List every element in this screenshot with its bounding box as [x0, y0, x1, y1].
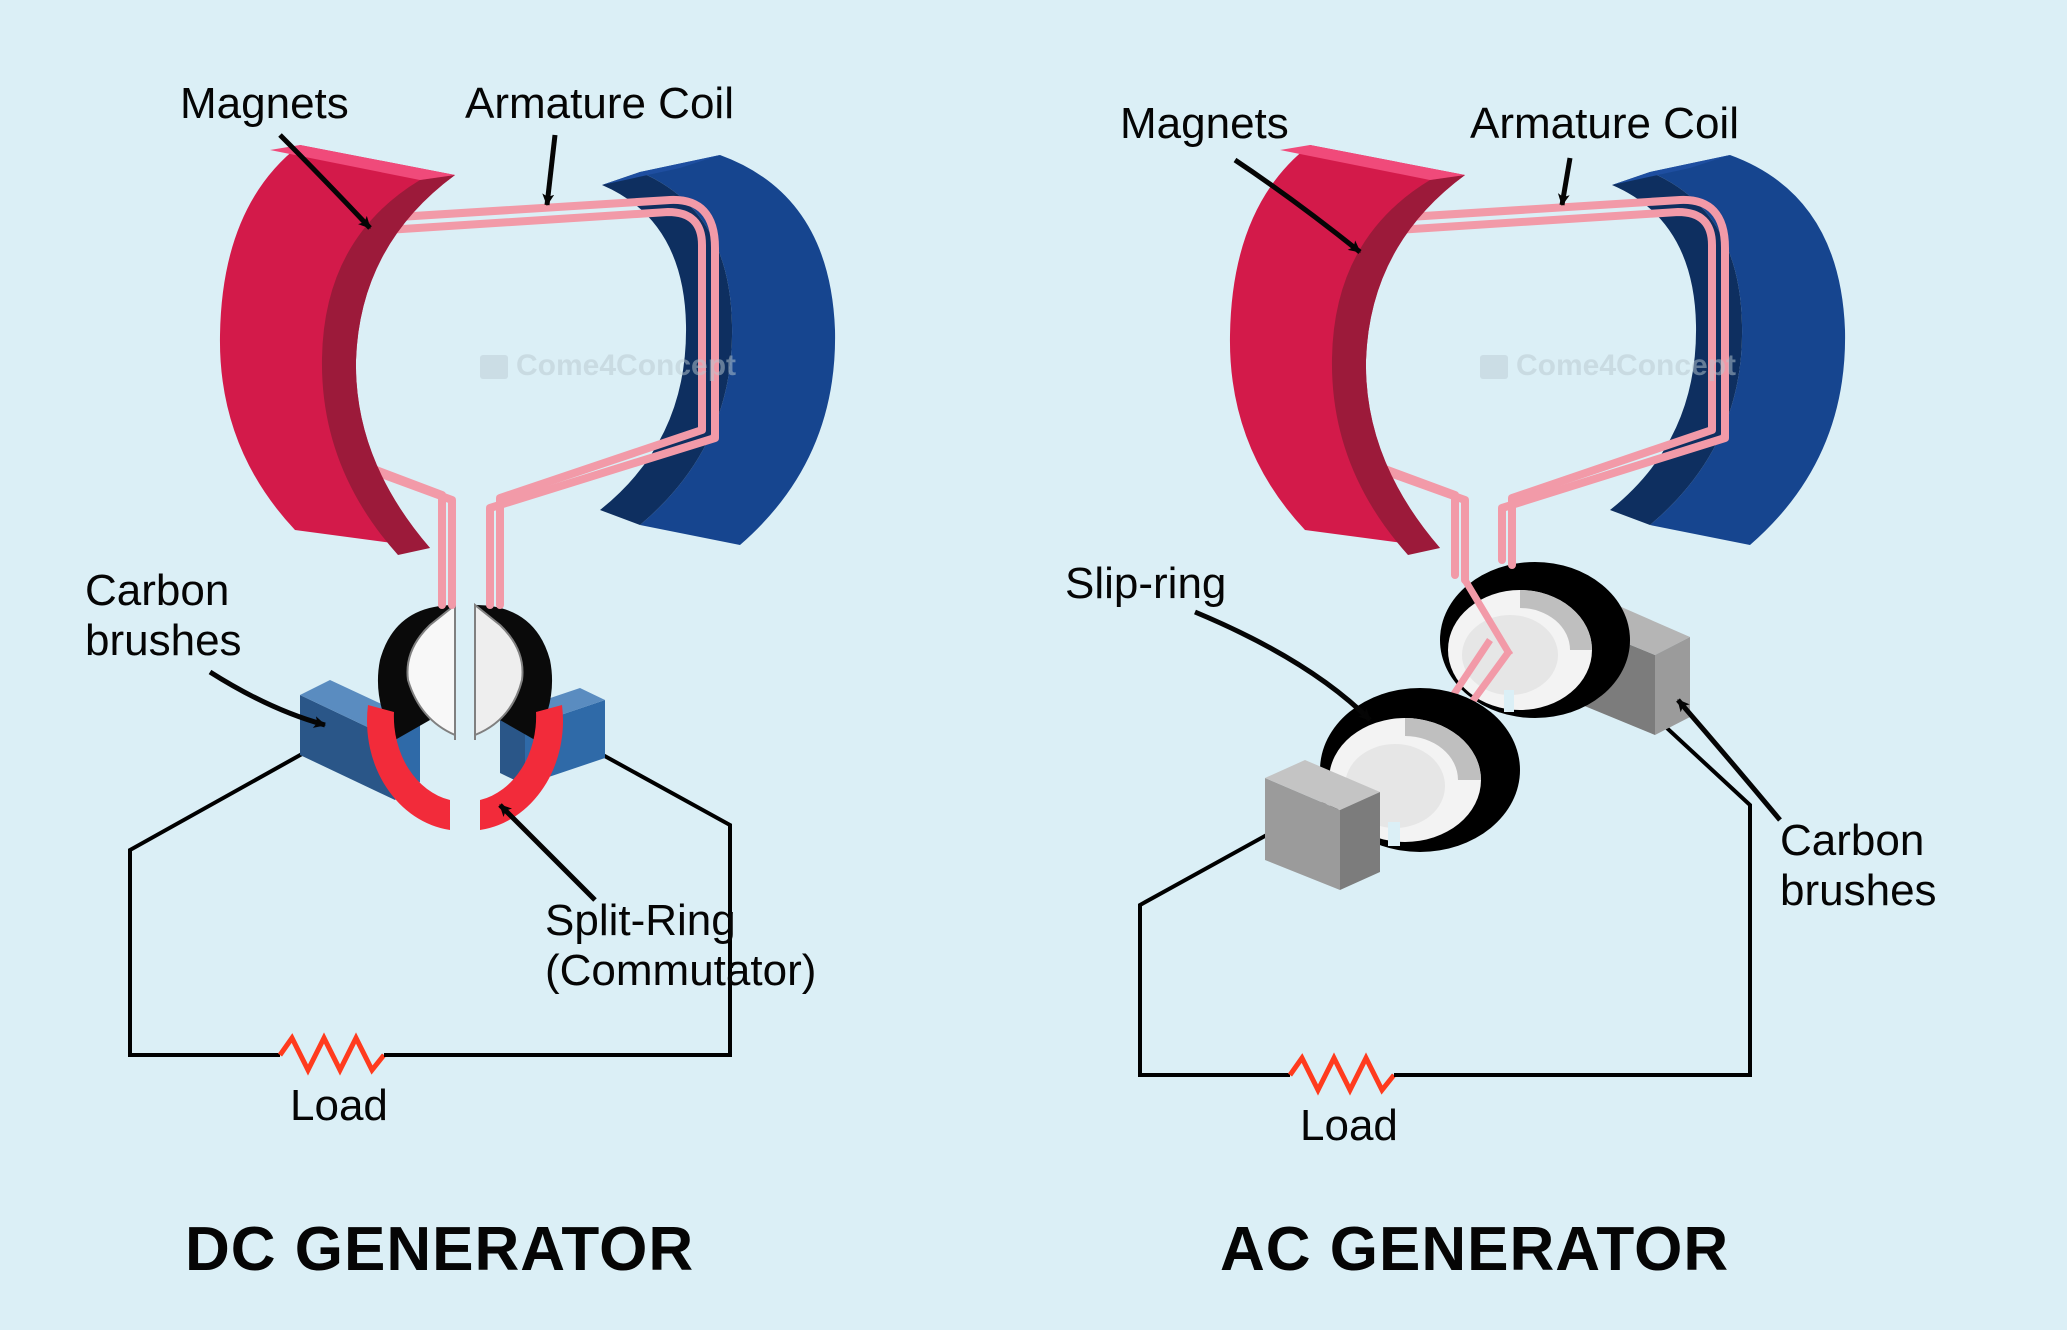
ac-label-magnets: Magnets — [1120, 99, 1289, 148]
dc-label-brushes-2: brushes — [85, 616, 242, 665]
dc-label-brushes-1: Carbon — [85, 566, 229, 615]
dc-label-split-2: (Commutator) — [545, 946, 816, 995]
ac-label-brushes-2: brushes — [1780, 866, 1937, 915]
svg-text:Come4Concept: Come4Concept — [1516, 349, 1736, 382]
ac-label-slip: Slip-ring — [1065, 559, 1226, 608]
ac-title: AC GENERATOR — [1220, 1215, 1729, 1284]
dc-label-load: Load — [290, 1081, 388, 1130]
dc-label-armature: Armature Coil — [465, 79, 734, 128]
ac-watermark: Come4Concept — [1480, 349, 1736, 382]
dc-watermark: Come4Concept — [480, 349, 736, 382]
dc-label-split-1: Split-Ring — [545, 896, 736, 945]
svg-text:Come4Concept: Come4Concept — [516, 349, 736, 382]
dc-label-magnets: Magnets — [180, 79, 349, 128]
ac-label-load: Load — [1300, 1101, 1398, 1150]
diagram-stage: Come4Concept Magnets Armature Coil Carbo… — [0, 0, 2067, 1330]
ac-label-brushes-1: Carbon — [1780, 816, 1924, 865]
dc-title: DC GENERATOR — [185, 1215, 694, 1284]
ac-label-armature: Armature Coil — [1470, 99, 1739, 148]
